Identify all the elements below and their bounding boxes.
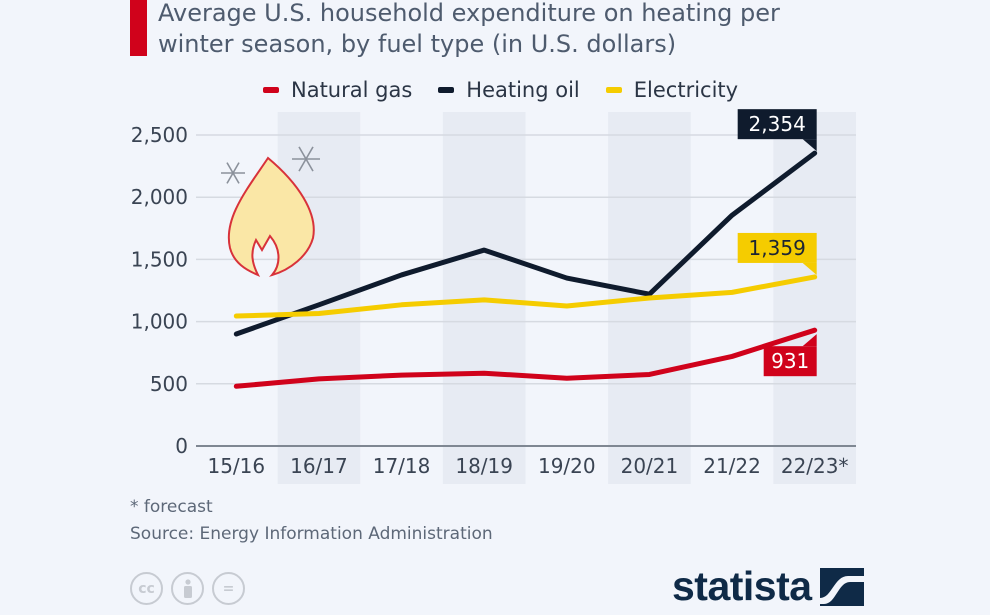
x-tick-label: 19/20 [538,454,596,478]
legend-swatch-electricity [605,87,622,93]
series-lines [233,150,818,389]
legend-swatch-heating-oil [438,87,455,93]
data-label-text: 931 [771,349,809,373]
data-label-pointer [802,334,817,347]
legend-label: Electricity [633,78,739,102]
source-text: Source: Energy Information Administratio… [130,524,493,544]
y-tick-label: 1,500 [131,247,188,271]
legend-swatch-natural-gas [263,87,279,93]
legend: Natural gas Heating oil Electricity [263,78,738,102]
legend-label: Natural gas [291,78,413,102]
data-label-box [737,109,817,140]
x-tick-label: 21/22 [703,454,761,478]
footnote: * forecast [130,497,213,517]
attribution-icon[interactable] [171,572,204,605]
column-bands [277,112,856,484]
data-labels: 2,354 1,359 931 [737,109,817,377]
no-derivatives-icon[interactable]: = [212,572,245,605]
x-tick-label: 16/17 [290,454,348,478]
axes: 15/16 16/17 17/18 18/19 19/20 20/21 21/22 22/23… [196,445,856,478]
statista-logo[interactable]: statista [672,563,864,610]
title-accent-bar [130,0,147,56]
logo-text: statista [672,563,812,609]
chart-title: Average U.S. household expenditure on he… [158,0,780,58]
y-tick-label: 0 [175,434,188,458]
series-line-heating-oil [233,150,818,337]
legend-item-natural-gas: Natural gas [263,78,412,102]
cc-icon[interactable]: cc [130,572,163,605]
data-label-pointer [802,139,817,152]
gridlines: 0 500 1,000 1,500 2,000 2,500 [131,123,856,458]
snowflake-icon [292,146,320,172]
x-tick-label: 18/19 [455,454,513,478]
data-label-box [763,346,817,377]
legend-label: Heating oil [466,78,580,102]
statista-logo-icon [819,567,864,606]
x-tick-label: 17/18 [373,454,431,478]
y-tick-label: 500 [150,372,188,396]
data-label-pointer [802,262,817,275]
y-tick-label: 1,000 [131,310,188,334]
series-line-electricity [233,274,818,319]
series-line-natural-gas [233,327,818,389]
data-label-text: 2,354 [749,112,806,136]
x-tick-label: 20/21 [621,454,679,478]
y-tick-label: 2,000 [131,185,188,209]
data-label-box [737,232,817,263]
column-band [773,112,856,484]
legend-item-heating-oil: Heating oil [438,78,580,102]
data-label-heating-oil: 2,354 [737,109,817,152]
legend-item-electricity: Electricity [605,78,739,102]
license-icons: cc = [130,572,245,605]
x-tick-label: 22/23* [781,454,849,478]
y-tick-label: 2,500 [131,123,188,147]
snowflake-icon [221,162,245,184]
data-label-text: 1,359 [749,236,806,260]
person-icon [183,578,192,598]
data-label-electricity: 1,359 [737,232,817,275]
data-label-natural-gas: 931 [763,334,817,377]
x-tick-label: 15/16 [207,454,265,478]
flame-icon [227,156,315,277]
column-band [277,112,361,484]
